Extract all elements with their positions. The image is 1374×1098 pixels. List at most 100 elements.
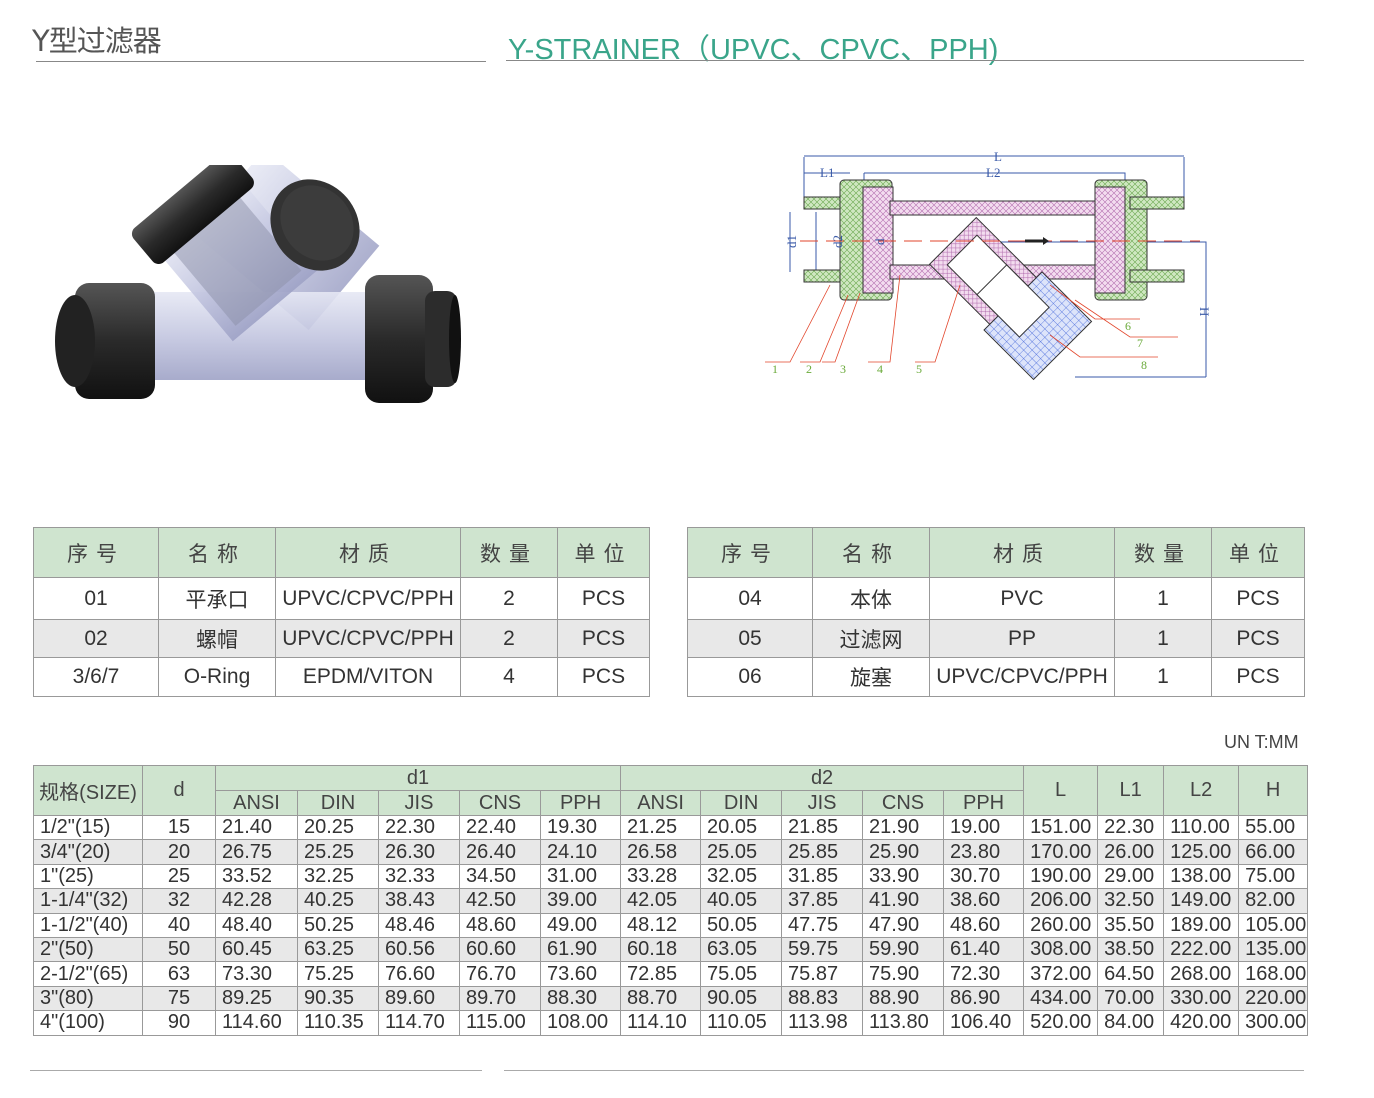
value-cell: 22.30: [378, 814, 460, 841]
value-cell: 64.50: [1097, 961, 1165, 987]
table-row: 2-1/2"(65) 63 73.30 75.25 76.60 76.70 73.60 72.…: [33, 961, 1309, 987]
title-divider-left: [36, 61, 486, 62]
value-cell: 90: [142, 1010, 216, 1036]
value-cell: 135.00: [1238, 936, 1309, 963]
value-cell: 138.00: [1163, 863, 1240, 890]
value-cell: 25: [142, 863, 216, 890]
value-cell: 32: [142, 888, 216, 914]
value-cell: 38.43: [378, 888, 460, 914]
dimension-table: 规格(SIZE) d d1 d2 L L1 L2 H ANSI DIN JIS CNS…: [33, 765, 1309, 1036]
value-cell: 434.00: [1023, 985, 1099, 1012]
value-cell: 108.00: [539, 1010, 622, 1036]
value-cell: 50.05: [700, 912, 783, 938]
col-header: 序号: [687, 527, 813, 578]
parts-header-row: 序号 名称 材质 数量 单位: [687, 527, 1305, 578]
size-cell: 2-1/2"(65): [33, 961, 143, 987]
value-cell: 33.90: [862, 863, 945, 890]
dim-L-label: L: [994, 149, 1002, 164]
value-cell: 49.00: [539, 912, 622, 938]
value-cell: 220.00: [1238, 985, 1309, 1012]
size-cell: 4"(100): [33, 1010, 143, 1036]
value-cell: 26.58: [620, 839, 702, 865]
value-cell: 29.00: [1097, 863, 1165, 890]
value-cell: 114.70: [378, 1010, 460, 1036]
value-cell: 40.25: [297, 888, 379, 914]
table-row: 01 平承口 UPVC/CPVC/PPH 2 PCS: [33, 577, 650, 620]
footer-divider-right: [504, 1070, 1304, 1071]
value-cell: 268.00: [1163, 961, 1240, 987]
value-cell: 76.70: [459, 961, 541, 987]
value-cell: 89.60: [378, 985, 460, 1012]
dimension-header-row: 规格(SIZE) d d1 d2 L L1 L2 H: [33, 765, 1309, 816]
sub-header: PPH: [943, 790, 1025, 816]
cell: 06: [687, 657, 813, 697]
callout-3: 3: [840, 362, 846, 376]
value-cell: 260.00: [1023, 912, 1099, 938]
value-cell: 90.05: [700, 985, 783, 1012]
value-cell: 115.00: [459, 1010, 541, 1036]
value-cell: 40: [142, 912, 216, 938]
value-cell: 21.85: [781, 814, 864, 841]
dim-d1-label: d1: [784, 235, 799, 248]
col-header-L: L: [1023, 765, 1099, 816]
value-cell: 206.00: [1023, 888, 1099, 914]
value-cell: 60.60: [459, 936, 541, 963]
callout-4: 4: [877, 362, 883, 376]
value-cell: 75.00: [1238, 863, 1309, 890]
value-cell: 20.25: [297, 814, 379, 841]
sub-header: ANSI: [620, 790, 702, 816]
value-cell: 59.90: [862, 936, 945, 963]
value-cell: 60.45: [215, 936, 298, 963]
value-cell: 82.00: [1238, 888, 1309, 914]
product-photo: [55, 165, 461, 403]
value-cell: 113.98: [781, 1010, 864, 1036]
cell: 1: [1114, 577, 1212, 620]
value-cell: 41.90: [862, 888, 945, 914]
value-cell: 63: [142, 961, 216, 987]
value-cell: 168.00: [1238, 961, 1309, 987]
value-cell: 113.80: [862, 1010, 945, 1036]
title-divider-right: [506, 60, 1304, 61]
value-cell: 25.25: [297, 839, 379, 865]
col-header: 名称: [158, 527, 276, 578]
callout-1: 1: [772, 362, 778, 376]
value-cell: 63.25: [297, 936, 379, 963]
table-row: 1-1/4"(32) 32 42.28 40.25 38.43 42.50 39.00 42.…: [33, 888, 1309, 914]
page-title-cn: Y型过滤器: [32, 24, 162, 58]
value-cell: 32.33: [378, 863, 460, 890]
cell: 3/6/7: [33, 657, 159, 697]
sub-header: ANSI: [215, 790, 298, 816]
size-cell: 2"(50): [33, 936, 143, 963]
size-cell: 3/4"(20): [33, 839, 143, 865]
value-cell: 66.00: [1238, 839, 1309, 865]
value-cell: 170.00: [1023, 839, 1099, 865]
dim-L1-label: L1: [820, 165, 834, 180]
value-cell: 31.00: [539, 863, 622, 890]
value-cell: 47.90: [862, 912, 945, 938]
value-cell: 222.00: [1163, 936, 1240, 963]
callout-5: 5: [916, 362, 922, 376]
value-cell: 50.25: [297, 912, 379, 938]
size-cell: 1"(25): [33, 863, 143, 890]
value-cell: 32.25: [297, 863, 379, 890]
value-cell: 19.30: [539, 814, 622, 841]
sub-header: CNS: [862, 790, 945, 816]
value-cell: 330.00: [1163, 985, 1240, 1012]
cell: 4: [460, 657, 558, 697]
value-cell: 26.00: [1097, 839, 1165, 865]
value-cell: 31.85: [781, 863, 864, 890]
cell: 05: [687, 619, 813, 658]
value-cell: 60.18: [620, 936, 702, 963]
col-header-H: H: [1238, 765, 1309, 816]
cell: PCS: [557, 577, 650, 620]
value-cell: 38.50: [1097, 936, 1165, 963]
parts-header-row: 序号 名称 材质 数量 单位: [33, 527, 650, 578]
callout-6: 6: [1125, 319, 1131, 333]
value-cell: 190.00: [1023, 863, 1099, 890]
cell: 04: [687, 577, 813, 620]
callout-2: 2: [806, 362, 812, 376]
value-cell: 48.40: [215, 912, 298, 938]
dim-d2-label: d2: [830, 235, 845, 248]
value-cell: 37.85: [781, 888, 864, 914]
page-title-en: Y-STRAINER（UPVC、CPVC、PPH): [508, 34, 999, 66]
